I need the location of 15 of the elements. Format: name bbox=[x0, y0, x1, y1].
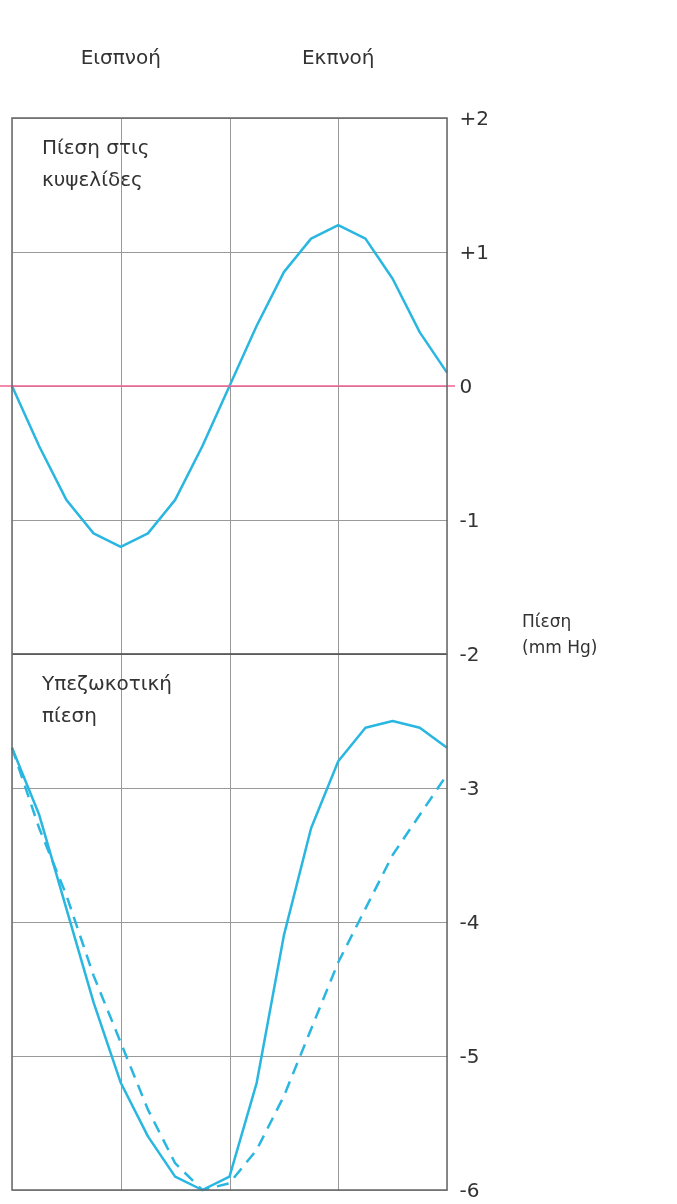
annotation: Πίεση στις κυψελίδες bbox=[42, 135, 150, 191]
y-tick-label: -4 bbox=[459, 909, 480, 934]
y-tick-label: +1 bbox=[459, 239, 489, 264]
text: Εκπνοή bbox=[301, 45, 375, 69]
text: Εισπνοή bbox=[80, 45, 161, 69]
line-series bbox=[10, 223, 449, 549]
y-tick-label: -1 bbox=[459, 507, 480, 532]
y-tick-label: -2 bbox=[459, 641, 480, 666]
y-tick-label: -3 bbox=[459, 775, 480, 800]
y-tick-label: 0 bbox=[459, 373, 473, 398]
y-tick-label: -5 bbox=[459, 1043, 480, 1068]
y-tick-label: +2 bbox=[459, 105, 489, 130]
y-tick-label: -6 bbox=[459, 1177, 480, 1202]
y-axis-title: Πίεση (mm Hg) bbox=[522, 611, 598, 657]
annotation: Υπεζωκοτική πίεση bbox=[41, 671, 172, 727]
